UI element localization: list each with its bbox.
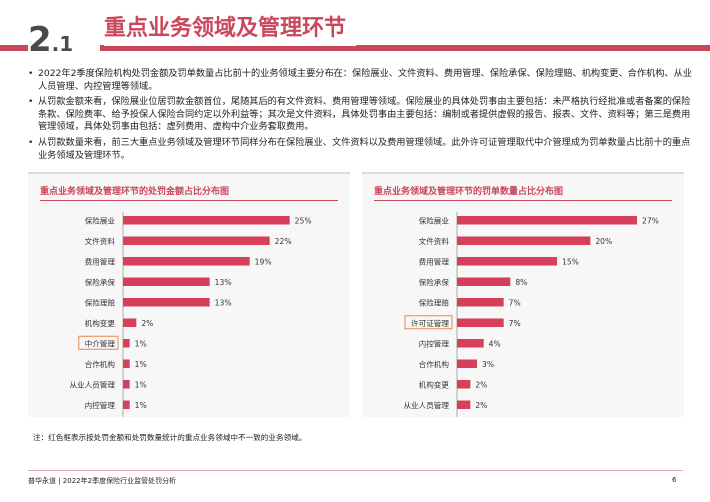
- page-title: 重点业务领域及管理环节: [104, 12, 357, 46]
- data-label: 20%: [595, 237, 612, 246]
- category-tick-label: 从业人员管理: [69, 379, 115, 389]
- category-tick-label: 文件资料: [419, 236, 450, 246]
- chart-note: 注：红色框表示按处罚金额和处罚数量统计的重点业务领域中不一致的业务领域。: [33, 433, 307, 442]
- data-label: 8%: [515, 278, 527, 287]
- bar: [123, 298, 210, 307]
- category-tick-label: 费用管理: [419, 256, 450, 266]
- bar: [123, 216, 290, 225]
- category-tick-label: 保险理赔: [85, 297, 116, 307]
- category-tick-label: 中介管理: [85, 338, 116, 348]
- chart-title: 重点业务领域及管理环节的处罚金额占比分布图: [40, 187, 230, 197]
- category-tick-label: 内控管理: [419, 338, 450, 348]
- data-label: 1%: [135, 380, 147, 389]
- chart-title-rule: [40, 200, 338, 201]
- bar: [123, 236, 270, 245]
- chart-title-rule: [374, 200, 672, 201]
- category-tick-label: 文件资料: [85, 236, 116, 246]
- data-label: 15%: [562, 257, 579, 266]
- fine-amount-chart-panel: 重点业务领域及管理环节的处罚金额占比分布图 保险展业 25% 文件资料 22% 费用管理…: [28, 172, 350, 417]
- footer-text: 普华永道 | 2022年2季度保险行业监管处罚分析: [28, 477, 177, 485]
- data-label: 7%: [509, 298, 521, 307]
- category-tick-label: 机构变更: [419, 379, 450, 389]
- bar: [123, 380, 130, 389]
- data-label: 19%: [255, 257, 272, 266]
- bar: [457, 318, 504, 327]
- bar: [457, 359, 477, 368]
- data-label: 27%: [642, 216, 659, 225]
- bar: [123, 257, 250, 266]
- data-label: 2%: [475, 380, 487, 389]
- data-label: 22%: [275, 237, 292, 246]
- bar: [457, 257, 557, 266]
- category-tick-label: 合作机构: [85, 359, 116, 369]
- footer-rule: [28, 470, 683, 471]
- chart-title: 重点业务领域及管理环节的罚单数量占比分布图: [374, 187, 564, 197]
- category-tick-label: 合作机构: [419, 359, 450, 369]
- category-tick-label: 许可证管理: [411, 318, 449, 328]
- bar: [457, 298, 504, 307]
- data-label: 1%: [135, 401, 147, 410]
- category-tick-label: 保险展业: [419, 215, 450, 225]
- fine-amount-bar-chart: 保险展业 25% 文件资料 22% 费用管理 19% 保险承保 13% 保险理赔 13% 机构变更 2…: [69, 212, 312, 417]
- category-tick-label: 保险理赔: [419, 297, 450, 307]
- bar: [123, 339, 130, 348]
- data-label: 7%: [509, 319, 521, 328]
- bar: [457, 339, 484, 348]
- data-label: 1%: [135, 339, 147, 348]
- data-label: 2%: [475, 401, 487, 410]
- bar: [457, 277, 511, 286]
- bullet-list: 2022年2季度保险机构处罚金额及罚单数量占比前十的业务领域主要分布在：保险展业…: [28, 68, 693, 165]
- category-tick-label: 保险承保: [419, 277, 450, 287]
- section-number: 2.1: [28, 20, 100, 60]
- highlight-box: [78, 335, 119, 350]
- bullet-item: 从罚款金额来看，保险展业位居罚款金额首位，尾随其后的有文件资料、费用管理等领域。…: [28, 96, 693, 134]
- section-number-main: 2: [28, 20, 52, 60]
- bar: [457, 236, 591, 245]
- bar: [457, 216, 637, 225]
- bar: [123, 277, 210, 286]
- bar: [123, 359, 130, 368]
- data-label: 3%: [482, 360, 494, 369]
- category-tick-label: 机构变更: [85, 318, 116, 328]
- penalty-count-chart-panel: 重点业务领域及管理环节的罚单数量占比分布图 保险展业 27% 文件资料 20% 费用管理…: [362, 172, 684, 417]
- category-tick-label: 保险承保: [85, 277, 116, 287]
- data-label: 13%: [215, 278, 232, 287]
- data-label: 25%: [295, 216, 312, 225]
- bar: [457, 380, 471, 389]
- bullet-item: 2022年2季度保险机构处罚金额及罚单数量占比前十的业务领域主要分布在：保险展业…: [28, 68, 693, 93]
- bullet-item: 从罚款数量来看，前三大重点业务领域及管理环节同样分布在保险展业、文件资料以及费用…: [28, 137, 693, 162]
- category-tick-label: 保险展业: [85, 215, 116, 225]
- highlight-box: [404, 315, 453, 330]
- category-tick-label: 内控管理: [85, 400, 116, 410]
- bar: [123, 400, 130, 409]
- bar: [123, 318, 137, 327]
- data-label: 4%: [489, 339, 501, 348]
- bar: [457, 400, 471, 409]
- category-tick-label: 费用管理: [85, 256, 116, 266]
- penalty-count-bar-chart: 保险展业 27% 文件资料 20% 费用管理 15% 保险承保 8% 保险理赔 7% 许可证管理 7%…: [403, 212, 659, 417]
- category-tick-label: 从业人员管理: [403, 400, 449, 410]
- header-accent-bar: [0, 45, 710, 51]
- section-number-sub: .1: [51, 32, 74, 56]
- data-label: 13%: [215, 298, 232, 307]
- data-label: 1%: [135, 360, 147, 369]
- page-number: 6: [672, 476, 677, 484]
- data-label: 2%: [141, 319, 153, 328]
